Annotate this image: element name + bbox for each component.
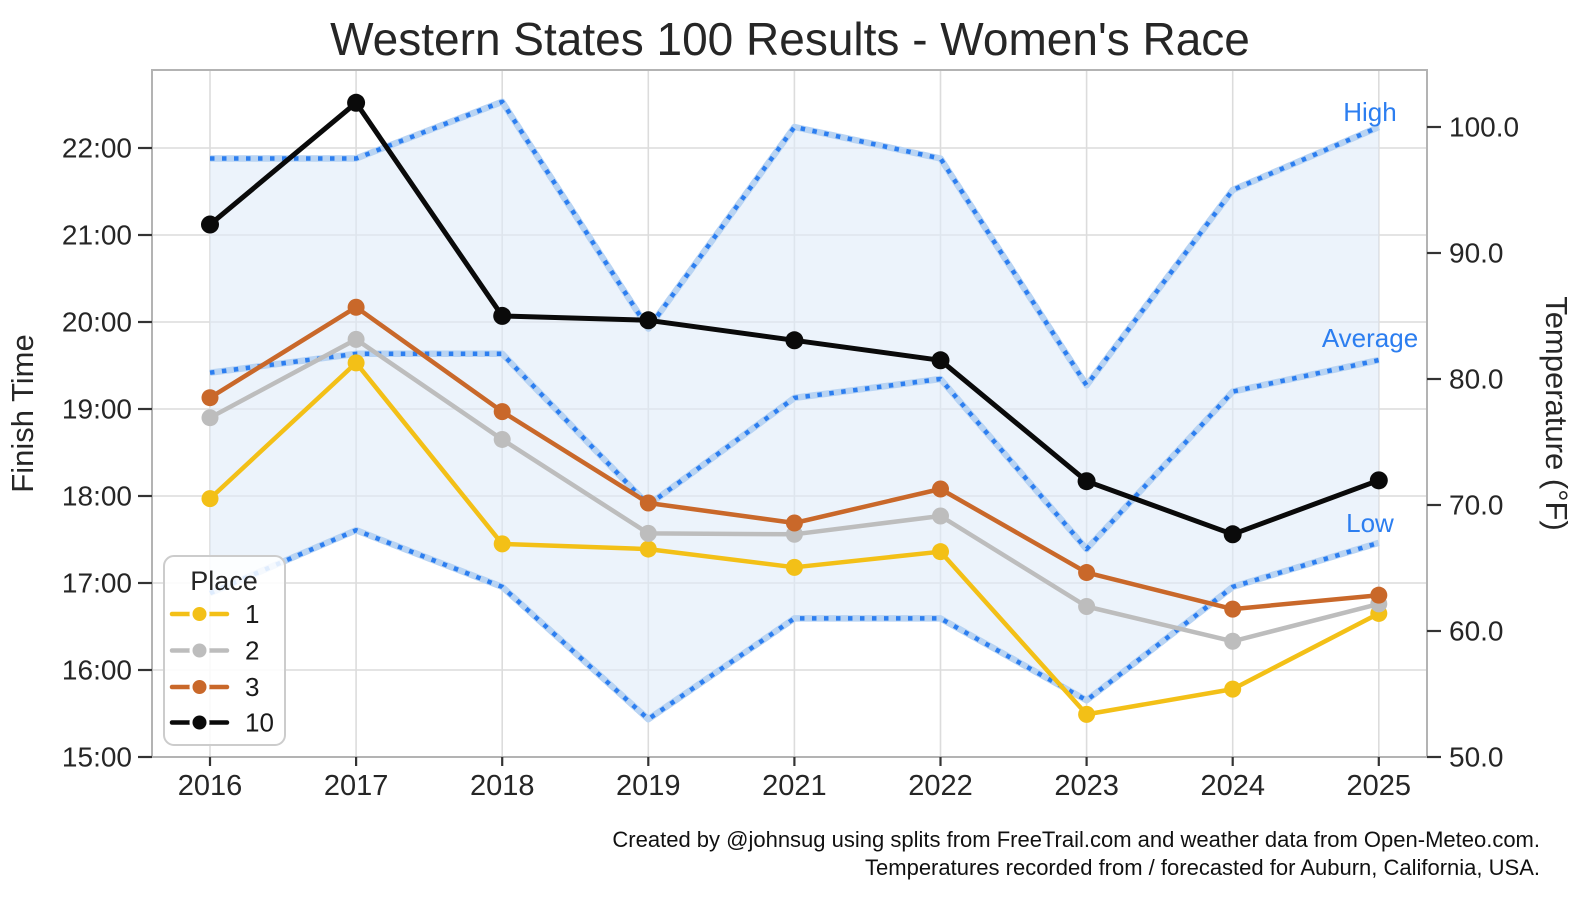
y-left-tick-label: 19:00 — [62, 394, 132, 425]
y-right-tick-label: 50.0 — [1449, 742, 1504, 773]
x-tick-label: 2023 — [1054, 770, 1119, 802]
data-point-place-1-2021 — [785, 558, 803, 576]
temp-line-casing — [210, 98, 1381, 389]
data-point-place-3-2019 — [639, 494, 657, 512]
data-point-place-10-2025 — [1369, 471, 1388, 490]
x-tick-label: 2019 — [616, 770, 681, 802]
y-right-tick-label: 70.0 — [1449, 490, 1504, 521]
data-point-place-3-2024 — [1224, 600, 1242, 618]
y-right-tick-label: 80.0 — [1449, 364, 1504, 395]
x-tick-label: 2016 — [178, 770, 243, 802]
footer-credit-line: Created by @johnsug using splits from Fr… — [612, 827, 1540, 852]
data-point-place-2-2016 — [201, 409, 219, 427]
temp-line-high — [210, 98, 1381, 389]
data-point-place-1-2019 — [639, 540, 657, 558]
data-point-place-2-2018 — [493, 430, 511, 448]
data-point-place-1-2023 — [1078, 705, 1096, 723]
legend-marker-dot — [189, 604, 210, 624]
y-right-tick-label: 60.0 — [1449, 616, 1504, 647]
y-left-tick-label: 16:00 — [62, 655, 132, 686]
temp-line-dotted — [209, 351, 1380, 552]
temp-line-average — [209, 350, 1380, 553]
data-point-place-3-2022 — [932, 480, 949, 498]
legend-item-place-1: 1 — [169, 599, 259, 629]
footer-temperature-note: Temperatures recorded from / forecasted … — [865, 855, 1540, 880]
y-right-axis-title: Temperature (°F) — [1539, 296, 1574, 531]
series-place-10 — [201, 93, 1388, 544]
x-tick-label: 2024 — [1200, 770, 1265, 802]
legend-item-place-10: 10 — [169, 708, 274, 738]
y-left-axis-title: Finish Time — [5, 334, 40, 492]
data-point-place-2-2017 — [347, 330, 365, 348]
temp-line-casing — [208, 526, 1380, 723]
data-point-place-3-2016 — [201, 389, 219, 407]
data-point-place-10-2017 — [347, 93, 366, 112]
plot-border — [151, 69, 1428, 758]
legend-marker-dot — [189, 712, 210, 733]
annotation-low: Low — [1346, 508, 1394, 538]
data-point-place-3-2023 — [1078, 564, 1096, 582]
data-point-place-1-2024 — [1224, 680, 1242, 698]
legend-item-label: 1 — [245, 599, 259, 629]
series-place-3 — [201, 298, 1388, 618]
data-point-place-2-2019 — [639, 524, 657, 542]
x-tick-label: 2025 — [1347, 770, 1412, 802]
y-left-tick-label: 17:00 — [62, 568, 132, 599]
data-point-place-2-2024 — [1224, 632, 1242, 650]
data-point-place-10-2019 — [639, 311, 658, 330]
data-point-place-10-2022 — [931, 351, 950, 370]
data-point-place-1-2017 — [347, 354, 365, 372]
y-left-tick-label: 15:00 — [62, 742, 132, 773]
data-point-place-10-2021 — [785, 331, 804, 350]
x-tick-label: 2017 — [324, 770, 389, 802]
data-point-place-3-2021 — [785, 514, 803, 532]
y-left-tick-label: 22:00 — [62, 133, 132, 164]
y-right-tick-label: 100.0 — [1449, 112, 1519, 143]
data-point-place-3-2017 — [347, 298, 365, 316]
legend-title: Place — [190, 566, 258, 596]
x-tick-label: 2018 — [470, 770, 535, 802]
data-point-place-2-2022 — [932, 507, 949, 525]
legend-marker-dot — [189, 640, 210, 661]
legend-item-place-3: 3 — [169, 672, 259, 702]
legend-item-place-2: 2 — [169, 636, 259, 666]
annotation-average: Average — [1322, 323, 1418, 353]
data-point-place-1-2016 — [201, 490, 219, 508]
data-point-place-3-2018 — [493, 403, 511, 421]
data-point-place-10-2018 — [493, 306, 512, 325]
y-right-tick-label: 90.0 — [1449, 238, 1504, 269]
x-tick-label: 2022 — [908, 770, 973, 802]
data-point-place-10-2024 — [1223, 525, 1242, 544]
legend-item-label: 2 — [245, 636, 259, 666]
data-point-place-1-2022 — [932, 543, 949, 561]
axes: 15:00 16:00 17:00 18:00 19:00 20:00 21:00 22:00… — [62, 112, 1519, 803]
data-point-place-10-2023 — [1077, 472, 1096, 491]
legend-item-label: 10 — [245, 708, 274, 738]
temp-line-low — [208, 526, 1380, 723]
x-tick-label: 2021 — [762, 770, 827, 802]
chart-footer: Created by @johnsug using splits from Fr… — [612, 826, 1540, 882]
data-point-place-10-2016 — [201, 215, 219, 234]
series-place-1 — [201, 354, 1388, 723]
y-left-tick-label: 21:00 — [62, 220, 132, 251]
annotation-high: High — [1343, 97, 1396, 127]
data-point-place-1-2018 — [493, 535, 511, 553]
y-left-tick-label: 18:00 — [62, 481, 132, 512]
data-point-place-2-2023 — [1078, 597, 1096, 615]
legend-item-label: 3 — [245, 672, 259, 702]
data-point-place-3-2025 — [1370, 586, 1388, 604]
chart-title: Western States 100 Results - Women's Rac… — [330, 13, 1250, 65]
legend-marker-dot — [189, 677, 210, 697]
y-left-tick-label: 20:00 — [62, 307, 132, 338]
